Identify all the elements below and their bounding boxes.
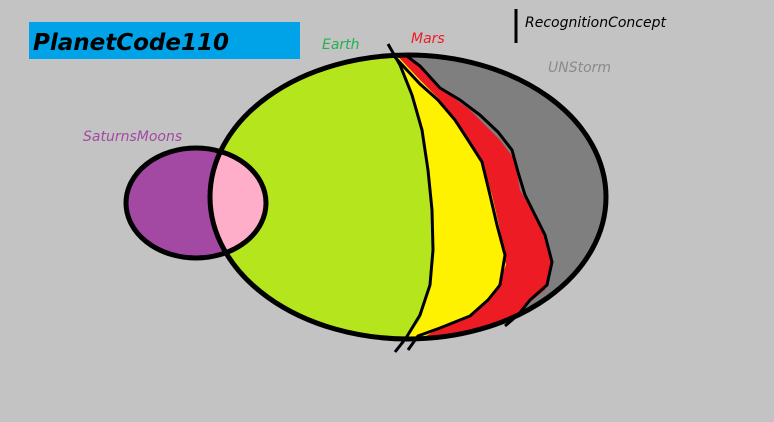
mars-label: Mars bbox=[411, 31, 445, 47]
saturns-moons-outline bbox=[123, 145, 269, 261]
earth-region bbox=[210, 55, 432, 339]
title-box bbox=[29, 22, 300, 59]
big-ellipse-outline bbox=[207, 52, 609, 342]
unstorm-label: UNStorm bbox=[548, 60, 611, 76]
earth-label: Earth bbox=[322, 37, 360, 53]
yellow-boundary-line bbox=[390, 52, 507, 351]
mars-boundary-line bbox=[403, 52, 554, 328]
earth-boundary-line bbox=[386, 43, 435, 353]
recognition-concept-label: RecognitionConcept bbox=[525, 15, 666, 31]
page-title: PlanetCode110 bbox=[33, 30, 229, 56]
saturns-moons-label: SaturnsMoons bbox=[83, 129, 182, 145]
